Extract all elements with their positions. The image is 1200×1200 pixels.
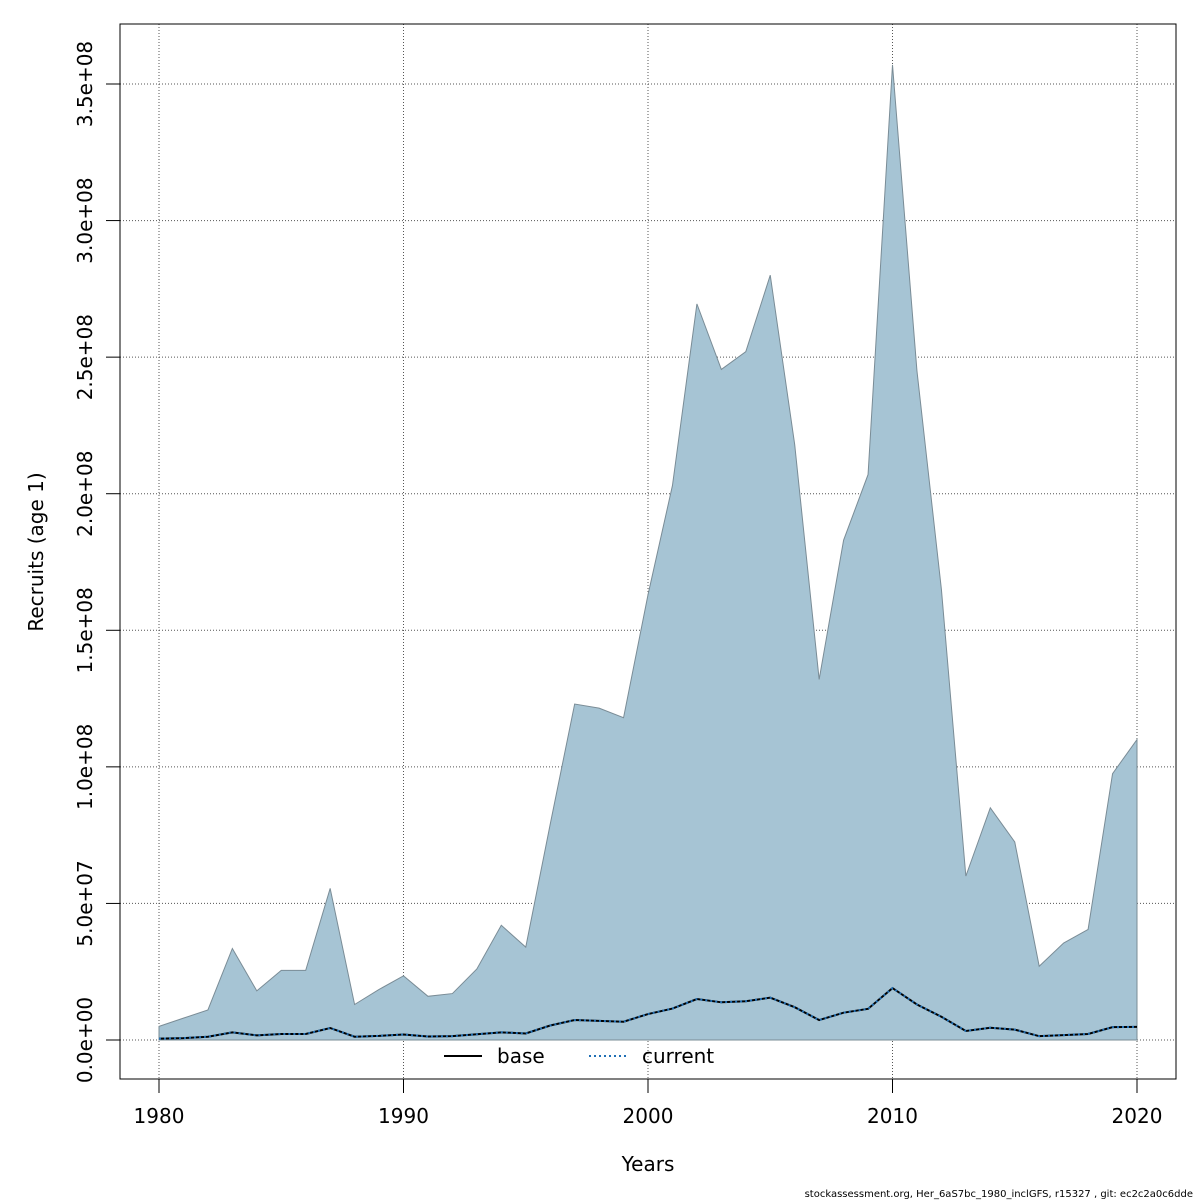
y-tick-label: 1.5e+08 <box>73 587 97 673</box>
confidence-band-area <box>158 64 1138 1041</box>
x-tick-label: 2010 <box>867 1104 918 1128</box>
footer-caption: stockassessment.org, Her_6aS7bc_1980_inc… <box>805 1189 1193 1200</box>
y-tick-label: 2.5e+08 <box>73 314 97 400</box>
current-series-line <box>158 986 1138 1040</box>
y-tick-label: 2.0e+08 <box>73 451 97 537</box>
x-axis: 1980 1990 2000 2010 2020 <box>134 1078 1163 1128</box>
y-axis-title: Recruits (age 1) <box>24 472 48 631</box>
y-tick-label: 3.0e+08 <box>73 177 97 263</box>
legend-base-label: base <box>497 1044 545 1068</box>
x-axis-title: Years <box>621 1152 675 1176</box>
x-tick-label: 1980 <box>134 1104 185 1128</box>
y-tick-label: 0.0e+00 <box>73 997 97 1083</box>
x-tick-label: 2020 <box>1112 1104 1163 1128</box>
y-tick-label: 5.0e+07 <box>73 860 97 946</box>
y-tick-label: 3.5e+08 <box>73 41 97 127</box>
x-tick-label: 1990 <box>378 1104 429 1128</box>
y-axis: 0.0e+00 5.0e+07 1.0e+08 1.5e+08 2.0e+08 2.5e+… <box>73 41 121 1083</box>
legend: base current <box>444 1044 714 1068</box>
y-tick-label: 1.0e+08 <box>73 724 97 810</box>
legend-current-label: current <box>642 1044 714 1068</box>
x-tick-label: 2000 <box>623 1104 674 1128</box>
